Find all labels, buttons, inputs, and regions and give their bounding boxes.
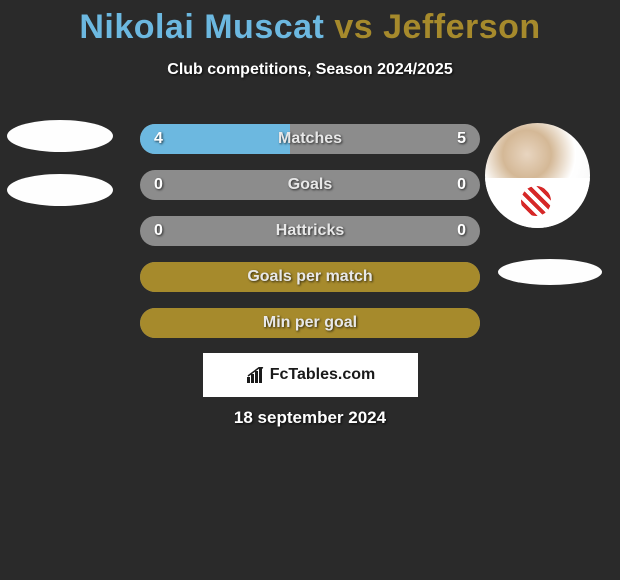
stat-value-right: 5 (457, 130, 466, 148)
stat-label: Min per goal (263, 314, 357, 332)
stat-value-right: 0 (457, 176, 466, 194)
player2-name: Jefferson (383, 8, 541, 46)
player1-avatar-placeholder-1 (7, 120, 113, 152)
stat-label: Matches (278, 130, 342, 148)
comparison-title: Nikolai Muscat vs Jefferson (0, 0, 620, 47)
stat-bar: 0 Hattricks 0 (140, 216, 480, 246)
stat-bar: 4 Matches 5 (140, 124, 480, 154)
player1-avatar-placeholder-2 (7, 174, 113, 206)
vs-text: vs (334, 8, 373, 46)
stat-value-left: 4 (154, 130, 163, 148)
stat-value-left: 0 (154, 222, 163, 240)
stat-label: Goals per match (247, 268, 372, 286)
date-label: 18 september 2024 (0, 408, 620, 428)
player2-emblem (521, 186, 551, 216)
stat-bar: Goals per match (140, 262, 480, 292)
brand-chart-icon (246, 367, 266, 383)
stat-value-right: 0 (457, 222, 466, 240)
player2-avatar (485, 123, 590, 228)
stat-value-left: 0 (154, 176, 163, 194)
subtitle: Club competitions, Season 2024/2025 (0, 61, 620, 79)
player1-name: Nikolai Muscat (79, 8, 324, 46)
brand-text: FcTables.com (270, 366, 376, 384)
stat-bar: Min per goal (140, 308, 480, 338)
stat-label: Goals (288, 176, 332, 194)
player2-avatar-shadow (498, 259, 602, 285)
brand-attribution: FcTables.com (203, 353, 418, 397)
stat-bar: 0 Goals 0 (140, 170, 480, 200)
stats-container: 4 Matches 5 0 Goals 0 0 Hattricks 0 Goals per mat… (140, 124, 480, 354)
stat-label: Hattricks (276, 222, 344, 240)
